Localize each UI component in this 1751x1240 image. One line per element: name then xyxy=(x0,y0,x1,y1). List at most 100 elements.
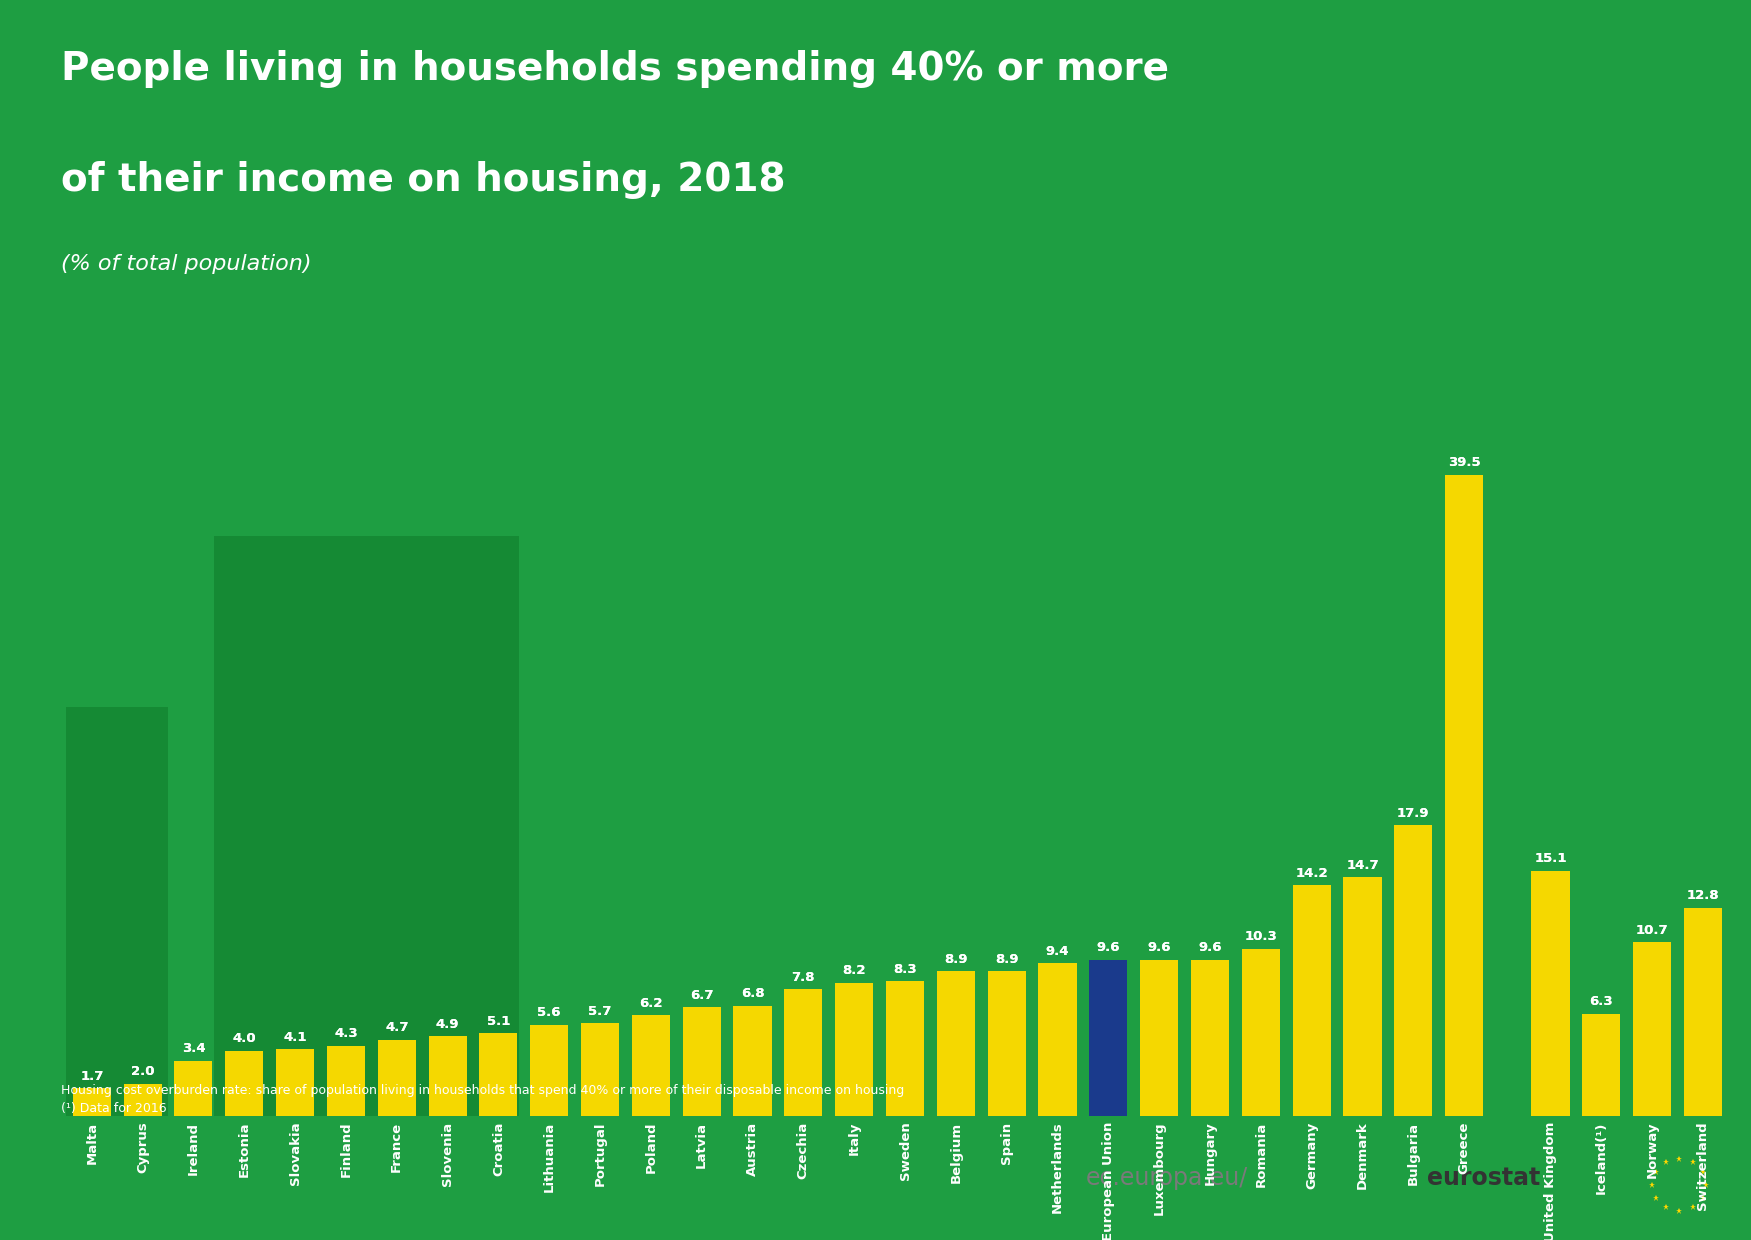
Text: 12.8: 12.8 xyxy=(1686,889,1719,903)
Bar xyxy=(1532,870,1569,1116)
Text: eurostat: eurostat xyxy=(1427,1166,1541,1190)
Text: 5.7: 5.7 xyxy=(588,1004,611,1018)
Bar xyxy=(1445,475,1483,1116)
Bar xyxy=(277,1049,313,1116)
Text: 6.8: 6.8 xyxy=(741,987,765,999)
Text: 7.8: 7.8 xyxy=(791,971,816,983)
Text: 9.4: 9.4 xyxy=(1045,945,1070,957)
Text: 6.8: 6.8 xyxy=(741,987,765,999)
Bar xyxy=(214,537,518,1116)
Bar xyxy=(175,1060,212,1116)
Text: 17.9: 17.9 xyxy=(1397,807,1429,820)
Text: (% of total population): (% of total population) xyxy=(61,254,312,274)
Text: 14.7: 14.7 xyxy=(1347,858,1378,872)
Bar xyxy=(124,1084,161,1116)
Bar xyxy=(175,1060,212,1116)
Bar xyxy=(835,983,874,1116)
Bar xyxy=(226,1052,263,1116)
Bar xyxy=(1583,1014,1620,1116)
Text: 14.2: 14.2 xyxy=(1296,867,1327,879)
Text: 12.8: 12.8 xyxy=(1686,889,1719,903)
Bar xyxy=(581,1023,620,1116)
Bar xyxy=(784,990,823,1116)
Text: 4.9: 4.9 xyxy=(436,1018,459,1030)
Text: 39.5: 39.5 xyxy=(1448,456,1480,469)
Text: 14.2: 14.2 xyxy=(1296,867,1327,879)
Bar xyxy=(226,1052,263,1116)
Text: 39.5: 39.5 xyxy=(1448,456,1480,469)
Bar xyxy=(480,1033,518,1116)
Bar xyxy=(429,1037,466,1116)
Bar xyxy=(531,1025,569,1116)
Bar xyxy=(1583,1014,1620,1116)
Text: 10.3: 10.3 xyxy=(1245,930,1276,944)
Bar xyxy=(531,1025,569,1116)
Text: 4.9: 4.9 xyxy=(436,1018,459,1030)
Text: 4.1: 4.1 xyxy=(284,1030,306,1044)
Text: 8.9: 8.9 xyxy=(995,952,1019,966)
Bar xyxy=(1140,960,1178,1116)
Text: 6.2: 6.2 xyxy=(639,997,662,1009)
Bar xyxy=(886,981,925,1116)
Bar xyxy=(480,1033,518,1116)
Text: ec.europa.eu/: ec.europa.eu/ xyxy=(1086,1166,1248,1190)
Text: 4.3: 4.3 xyxy=(334,1028,357,1040)
Text: 6.3: 6.3 xyxy=(1590,994,1613,1008)
Bar xyxy=(1241,949,1280,1116)
Bar xyxy=(1684,908,1721,1116)
Text: 10.7: 10.7 xyxy=(1635,924,1669,936)
Bar xyxy=(378,1039,415,1116)
Text: 9.6: 9.6 xyxy=(1096,941,1121,955)
Bar xyxy=(74,1089,110,1116)
Text: 2.0: 2.0 xyxy=(131,1065,154,1078)
Text: 8.9: 8.9 xyxy=(944,952,968,966)
Bar xyxy=(734,1006,772,1116)
Text: 9.6: 9.6 xyxy=(1147,941,1171,955)
Text: 14.7: 14.7 xyxy=(1347,858,1378,872)
Text: 6.3: 6.3 xyxy=(1590,994,1613,1008)
Bar xyxy=(683,1007,721,1116)
Text: 6.2: 6.2 xyxy=(639,997,662,1009)
Bar xyxy=(937,971,975,1116)
Bar xyxy=(327,1047,364,1116)
Bar xyxy=(1532,870,1569,1116)
Text: 5.7: 5.7 xyxy=(588,1004,611,1018)
Text: 15.1: 15.1 xyxy=(1534,852,1567,866)
Text: 2.0: 2.0 xyxy=(131,1065,154,1078)
Bar xyxy=(988,971,1026,1116)
Text: 3.4: 3.4 xyxy=(182,1042,205,1055)
Bar xyxy=(327,1047,364,1116)
Text: (¹) Data for 2016: (¹) Data for 2016 xyxy=(61,1102,166,1115)
Bar xyxy=(1241,949,1280,1116)
Bar xyxy=(988,971,1026,1116)
Text: 8.3: 8.3 xyxy=(893,962,918,976)
Text: 5.1: 5.1 xyxy=(487,1014,510,1028)
Bar xyxy=(937,971,975,1116)
Bar xyxy=(1343,878,1382,1116)
Text: People living in households spending 40% or more: People living in households spending 40%… xyxy=(61,50,1170,88)
Bar xyxy=(1684,908,1721,1116)
Text: 8.9: 8.9 xyxy=(995,952,1019,966)
Bar xyxy=(1089,960,1128,1116)
Bar xyxy=(1394,826,1432,1116)
Text: 9.6: 9.6 xyxy=(1147,941,1171,955)
Text: of their income on housing, 2018: of their income on housing, 2018 xyxy=(61,161,786,200)
Bar xyxy=(784,990,823,1116)
Text: 4.0: 4.0 xyxy=(233,1033,256,1045)
Bar xyxy=(1634,942,1670,1116)
Bar xyxy=(1343,878,1382,1116)
Text: 10.3: 10.3 xyxy=(1245,930,1276,944)
Text: 5.6: 5.6 xyxy=(538,1007,560,1019)
Bar xyxy=(74,1089,110,1116)
Text: 8.2: 8.2 xyxy=(842,965,867,977)
Text: 4.0: 4.0 xyxy=(233,1033,256,1045)
Text: 9.6: 9.6 xyxy=(1198,941,1222,955)
Bar xyxy=(1634,942,1670,1116)
Bar xyxy=(683,1007,721,1116)
Bar xyxy=(1089,960,1128,1116)
Text: 15.1: 15.1 xyxy=(1534,852,1567,866)
Text: 1.7: 1.7 xyxy=(81,1070,103,1083)
Bar xyxy=(1038,963,1077,1116)
Text: 8.2: 8.2 xyxy=(842,965,867,977)
Text: 5.6: 5.6 xyxy=(538,1007,560,1019)
